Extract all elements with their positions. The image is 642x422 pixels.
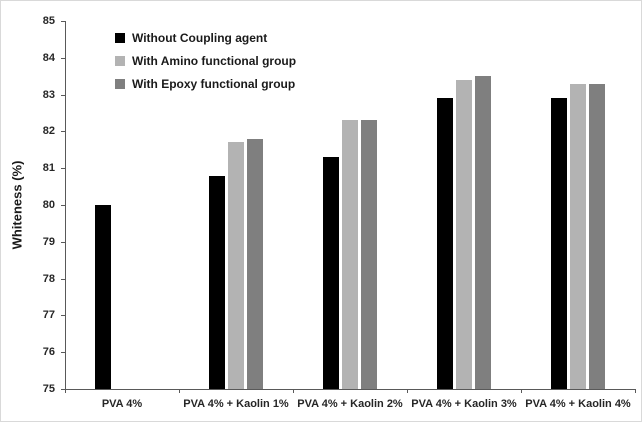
legend-label: With Amino functional group: [132, 54, 297, 68]
legend-label: With Epoxy functional group: [132, 77, 296, 91]
category-label: PVA 4%: [101, 398, 143, 410]
bar-series-3-cat-3: [361, 120, 377, 389]
y-tick-mark: [61, 352, 65, 354]
y-tick-label: 78: [42, 272, 55, 285]
y-tick-mark: [61, 389, 65, 390]
y-tick-label: 83: [42, 88, 55, 101]
x-tick-mark: [179, 389, 180, 393]
bar-series-1-cat-4: [437, 98, 453, 389]
category-label: PVA 4% + Kaolin 2%: [297, 398, 403, 410]
y-tick-mark: [61, 315, 65, 317]
bar-series-3-cat-4: [475, 76, 491, 389]
y-tick-label: 80: [42, 199, 55, 211]
y-tick-mark: [61, 21, 65, 22]
y-tick-label: 75: [42, 383, 55, 395]
y-tick-label: 77: [42, 309, 55, 322]
bar-series-3-cat-5: [589, 83, 605, 389]
bar-series-2-cat-5: [570, 83, 586, 389]
x-axis-line: [65, 389, 636, 390]
bar-series-3-cat-2: [247, 138, 263, 389]
legend-item: With Amino functional group: [115, 54, 296, 68]
legend: Without Coupling agent With Amino functio…: [115, 31, 296, 91]
y-tick-mark: [61, 168, 65, 170]
bar-series-2-cat-4: [456, 79, 472, 389]
legend-label: Without Coupling agent: [132, 31, 268, 45]
bar-series-1-cat-1: [95, 205, 111, 389]
y-tick-mark: [61, 94, 65, 96]
legend-item: With Epoxy functional group: [115, 77, 296, 91]
y-axis-line: [65, 21, 66, 389]
x-tick-mark: [521, 389, 522, 393]
x-tick-mark: [407, 389, 408, 393]
legend-swatch: [115, 33, 125, 43]
bar-series-1-cat-2: [209, 175, 225, 389]
bar-series-1-cat-3: [323, 157, 339, 389]
bar-series-2-cat-3: [342, 120, 358, 389]
y-tick-label: 85: [42, 15, 55, 27]
y-tick-label: 82: [42, 125, 55, 138]
x-tick-mark: [293, 389, 294, 393]
y-tick-mark: [61, 241, 65, 243]
y-tick-mark: [61, 278, 65, 280]
legend-swatch: [115, 56, 125, 66]
y-tick-mark: [61, 205, 65, 206]
y-tick-label: 79: [42, 235, 55, 248]
x-tick-mark: [65, 389, 66, 393]
bar-series-1-cat-5: [551, 98, 567, 389]
y-tick-label: 81: [42, 162, 55, 175]
legend-item: Without Coupling agent: [115, 31, 296, 45]
y-tick-label: 76: [42, 346, 55, 359]
category-label: PVA 4% + Kaolin 3%: [411, 398, 517, 410]
category-label: PVA 4% + Kaolin 1%: [183, 398, 289, 410]
y-tick-mark: [61, 131, 65, 133]
bar-series-2-cat-2: [228, 142, 244, 389]
legend-swatch: [115, 79, 125, 89]
x-tick-mark: [635, 389, 636, 393]
y-tick-mark: [61, 57, 65, 59]
y-tick-label: 84: [42, 51, 55, 64]
category-label: PVA 4% + Kaolin 4%: [525, 398, 631, 410]
